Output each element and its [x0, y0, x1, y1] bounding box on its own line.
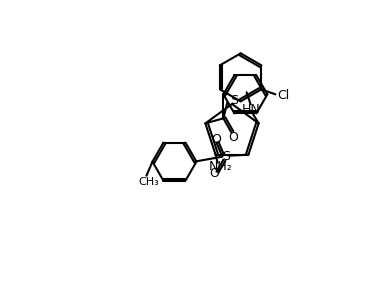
- Text: Cl: Cl: [277, 89, 289, 102]
- Text: NH₂: NH₂: [209, 160, 232, 173]
- Text: CH₃: CH₃: [138, 177, 159, 187]
- Text: O: O: [210, 167, 219, 180]
- Text: HN: HN: [241, 103, 260, 116]
- Text: O: O: [211, 133, 221, 146]
- Text: S: S: [230, 93, 238, 107]
- Text: S: S: [223, 150, 230, 163]
- Text: O: O: [229, 131, 238, 144]
